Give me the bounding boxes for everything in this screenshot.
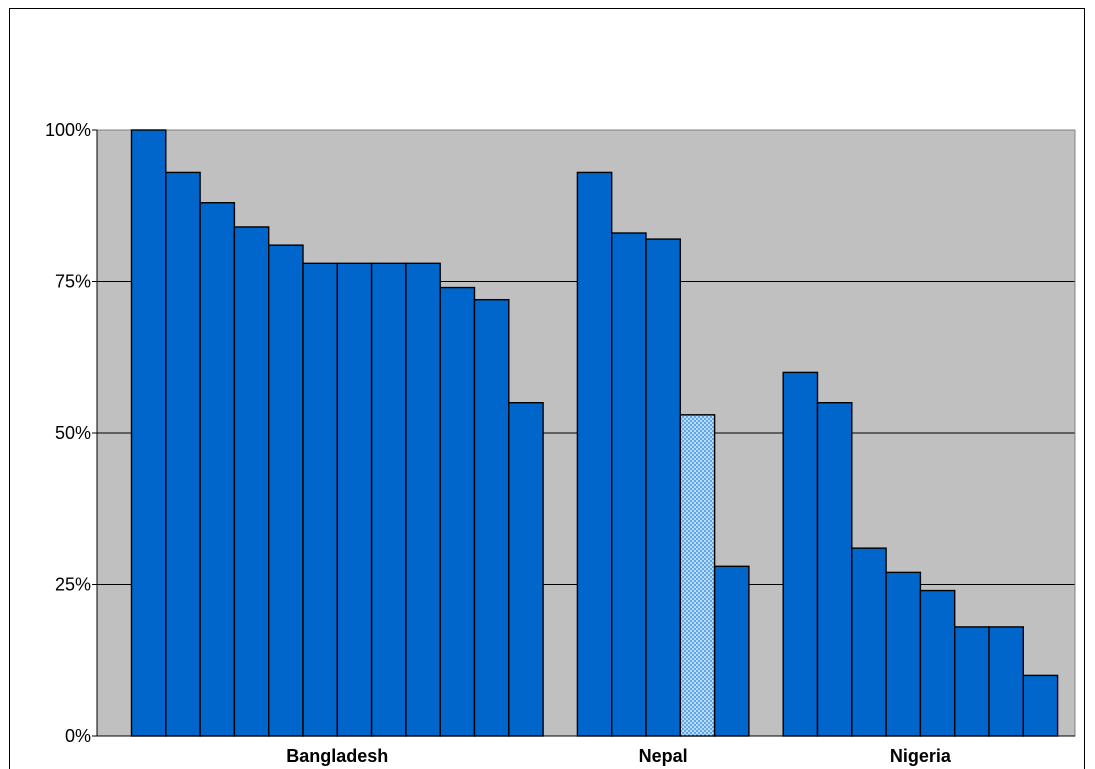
x-group-label: Bangladesh xyxy=(286,746,388,766)
bar-bangladesh-8 xyxy=(370,262,407,737)
y-tick-label: 75% xyxy=(55,272,91,292)
bar-bangladesh-12 xyxy=(508,402,544,737)
bar-nigeria-3 xyxy=(851,547,887,737)
bar-bangladesh-4 xyxy=(233,226,270,737)
bar-nigeria-7 xyxy=(988,626,1024,737)
bar-nepal-1 xyxy=(576,171,613,737)
bar-bangladesh-5 xyxy=(268,244,304,737)
bar-bangladesh-3 xyxy=(199,202,236,737)
y-tick-label: 25% xyxy=(55,575,91,595)
bar-bangladesh-9 xyxy=(405,262,441,737)
bar-nepal-4 xyxy=(679,414,716,737)
bar-nigeria-5 xyxy=(919,589,956,737)
bar-bangladesh-11 xyxy=(473,298,510,737)
bar-bangladesh-1 xyxy=(130,129,167,737)
y-tick-label: 100% xyxy=(45,120,91,140)
y-axis: 0% 25% 50% 75% 100% xyxy=(45,120,98,746)
bar-nigeria-6 xyxy=(954,626,990,737)
bar-nepal-2 xyxy=(611,232,647,737)
bar-nepal-3 xyxy=(645,238,681,737)
x-group-label: Nepal xyxy=(639,746,688,766)
bar-bangladesh-2 xyxy=(165,171,201,737)
bars xyxy=(130,129,1059,737)
bar-bangladesh-6 xyxy=(302,262,338,737)
bar-nigeria-4 xyxy=(885,571,922,737)
x-group-label: Nigeria xyxy=(890,746,952,766)
bar-bangladesh-7 xyxy=(336,262,373,737)
bar-nigeria-2 xyxy=(816,402,853,737)
bar-bangladesh-10 xyxy=(439,286,476,737)
y-tick-label: 50% xyxy=(55,423,91,443)
y-tick-label: 0% xyxy=(65,726,91,746)
bar-nepal-5 xyxy=(713,565,750,737)
x-axis: Bangladesh Nepal Nigeria xyxy=(97,735,1075,766)
bar-nigeria-8 xyxy=(1022,674,1059,737)
bar-nigeria-1 xyxy=(782,371,819,737)
